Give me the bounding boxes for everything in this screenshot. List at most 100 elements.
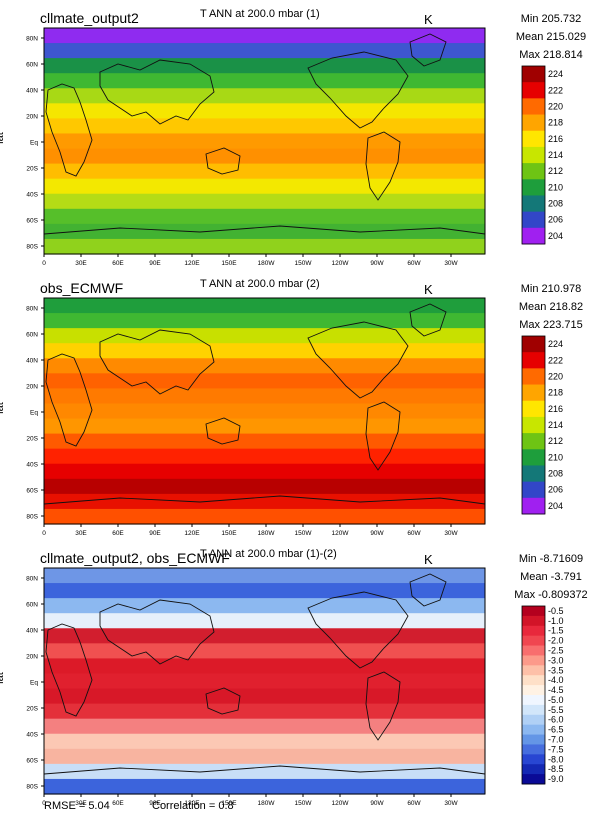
lon-tick-label: 180W: [258, 260, 276, 267]
lon-tick-label: 60E: [112, 530, 124, 537]
legend-frame: [521, 605, 546, 785]
legend-swatch: [522, 352, 545, 369]
lat-tick-label: 40N: [26, 628, 38, 635]
legend-label: 218: [548, 388, 563, 398]
lat-tick-label: 20N: [26, 114, 38, 121]
lon-tick-label: 120E: [184, 530, 200, 537]
map-panel-obs: 80N 60N 40N 20N Eq 20S 40S 60S 80S 0 30E 60E 90E 120E…: [0, 278, 606, 552]
map-fill-band: [44, 613, 485, 629]
legend-swatch: [522, 384, 545, 402]
legend-label: -7.5: [548, 744, 564, 754]
coastline: [409, 33, 447, 67]
lon-tick-label: 150W: [295, 260, 313, 267]
map-fill-band: [44, 418, 485, 435]
coastline: [45, 83, 93, 177]
map-fill-band: [44, 343, 485, 359]
stat-mean: Mean 218.82: [518, 301, 584, 313]
legend-swatch: [522, 82, 545, 99]
legend-swatch: [522, 449, 545, 466]
map-fill-band: [44, 118, 485, 135]
legend-swatch: [522, 211, 545, 229]
lon-tick-label: 60W: [407, 800, 421, 807]
map-fill-band: [44, 238, 485, 255]
lat-tick-label: 60N: [26, 602, 38, 609]
stat-mean: Mean 215.029: [515, 31, 587, 43]
legend-label: -4.0: [548, 675, 564, 685]
legend-swatch: [522, 368, 545, 385]
legend-swatch: [522, 606, 545, 617]
coastline: [365, 131, 401, 201]
lon-tick-label: 180W: [258, 530, 276, 537]
lat-tick-label: 80S: [26, 244, 38, 251]
legend-swatch: [522, 433, 545, 450]
coastline: [307, 591, 409, 669]
stat-max: Max 223.715: [519, 319, 583, 331]
map-fill-band: [44, 508, 485, 525]
lat-tick-label: 80N: [26, 306, 38, 313]
lat-tick-label: Eq: [30, 410, 38, 417]
lat-tick-label: 80S: [26, 784, 38, 791]
legend-label: 214: [548, 420, 563, 430]
map-fill-band: [44, 658, 485, 675]
lon-tick-label: 120W: [332, 260, 350, 267]
legend-swatch: [522, 685, 545, 696]
lon-tick-label: 60W: [407, 260, 421, 267]
stat-min: Min 205.732: [520, 13, 582, 25]
coastline: [99, 599, 215, 665]
lat-tick-label: 60S: [26, 758, 38, 765]
lat-tick-label: 40S: [26, 462, 38, 469]
map-fill-band: [44, 583, 485, 599]
lon-tick-label: 60E: [112, 260, 124, 267]
map-frame: [43, 297, 486, 525]
lon-tick-label: 120W: [332, 800, 350, 807]
lat-tick-label: 80N: [26, 36, 38, 43]
legend-label: -3.5: [548, 665, 564, 675]
legend-label: 222: [548, 355, 563, 365]
coastline: [43, 495, 486, 505]
legend-label: 214: [548, 150, 563, 160]
coastline: [43, 225, 486, 235]
legend-swatch: [522, 465, 545, 483]
lon-tick-label: 120W: [332, 530, 350, 537]
lon-tick-label: 0: [42, 530, 46, 537]
legend-label: 204: [548, 501, 563, 511]
legend-swatch: [522, 497, 545, 515]
legend-swatch: [522, 675, 545, 686]
legend-label: 220: [548, 101, 563, 111]
coastline: [365, 401, 401, 471]
map-fill-band: [44, 598, 485, 614]
map-fill-band: [44, 88, 485, 104]
lon-tick-label: 30E: [75, 260, 87, 267]
legend-label: -2.0: [548, 636, 564, 646]
legend-label: 216: [548, 404, 563, 414]
coastline: [45, 623, 93, 717]
lon-tick-label: 150W: [295, 530, 313, 537]
legend-swatch: [522, 764, 545, 775]
lon-tick-label: 30W: [444, 530, 458, 537]
map-fill-band: [44, 463, 485, 480]
coastline: [45, 353, 93, 447]
legend-label: -6.5: [548, 725, 564, 735]
legend-label: 220: [548, 371, 563, 381]
legend-swatch: [522, 724, 545, 735]
legend-label: -2.5: [548, 646, 564, 656]
correlation-label: Correlation = 0.8: [152, 800, 234, 812]
legend-label: -6.0: [548, 715, 564, 725]
map-fill-band: [44, 733, 485, 750]
legend-swatch: [522, 179, 545, 196]
legend-swatch: [522, 227, 545, 245]
coastline: [307, 321, 409, 399]
panel-title: obs_ECMWF: [40, 280, 124, 296]
lon-tick-label: 90W: [370, 260, 384, 267]
lon-tick-label: 150E: [221, 800, 237, 807]
rmse-label: RMSE = 5.04: [44, 800, 110, 812]
map-fill-band: [44, 433, 485, 450]
lat-tick-label: 40S: [26, 192, 38, 199]
map-fill-band: [44, 718, 485, 735]
legend-swatch: [522, 400, 545, 418]
lat-tick-label: 60S: [26, 218, 38, 225]
lat-tick-label: 20N: [26, 384, 38, 391]
lon-tick-label: 60W: [407, 530, 421, 537]
map-plot-obs: 80N 60N 40N 20N Eq 20S 40S 60S 80S 0 30E 60E 90E 120E…: [26, 297, 563, 537]
map-fill-band: [44, 148, 485, 165]
